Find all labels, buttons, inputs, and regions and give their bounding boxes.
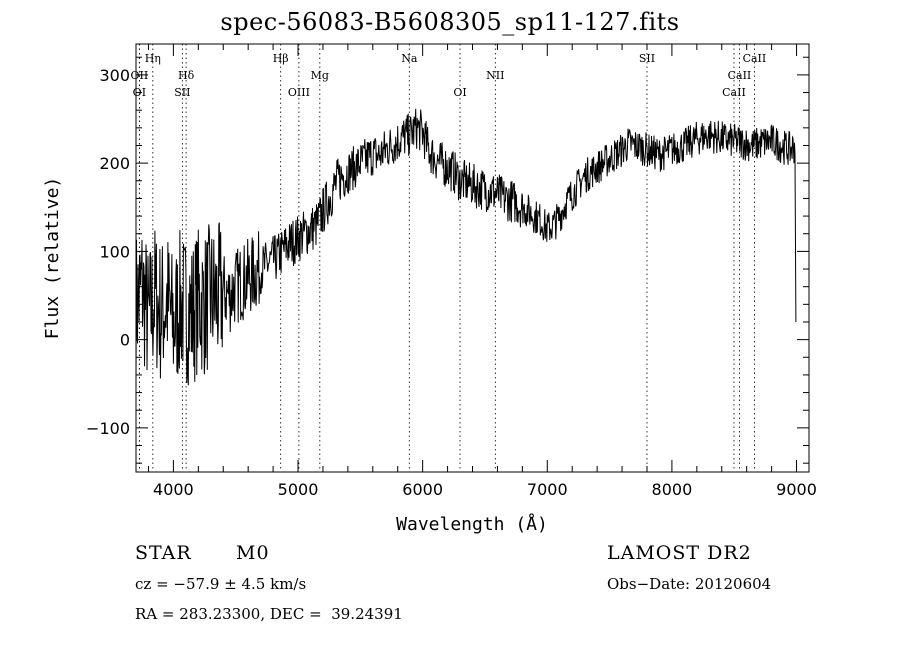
chart-title: spec-56083-B5608305_sp11-127.fits: [220, 8, 680, 36]
line-marker-label: OI: [453, 86, 466, 99]
line-marker-label: CaII: [743, 52, 767, 65]
line-marker-label: SII: [639, 52, 655, 65]
line-marker-label: Mg: [311, 69, 329, 82]
line-marker-label: SII: [174, 86, 190, 99]
x-tick-label: 8000: [652, 480, 693, 499]
survey-name: LAMOST DR2: [607, 542, 752, 564]
line-marker-label: NII: [486, 69, 504, 82]
y-tick-label: 0: [120, 331, 130, 350]
coordinates: RA = 283.23300, DEC = 39.24391: [135, 605, 403, 623]
y-tick-label: −100: [86, 419, 130, 438]
spectrum-line: [135, 108, 797, 386]
line-marker-label: CaII: [722, 86, 746, 99]
line-marker-label: Hβ: [273, 52, 289, 65]
line-marker-label: OIII: [288, 86, 310, 99]
line-marker-label: CaII: [728, 69, 752, 82]
x-tick-label: 9000: [776, 480, 817, 499]
redshift-cz: cz = −57.9 ± 4.5 km/s: [135, 575, 307, 593]
y-tick-label: 100: [99, 242, 130, 261]
spectrum-series: [135, 108, 797, 386]
x-tick-label: 6000: [402, 480, 443, 499]
line-marker-label: Hη: [145, 52, 161, 65]
observation-date: Obs−Date: 20120604: [607, 575, 772, 593]
object-class: STAR: [135, 542, 192, 564]
x-tick-label: 5000: [278, 480, 319, 499]
object-subclass: M0: [236, 542, 270, 564]
y-tick-label: 300: [99, 66, 130, 85]
y-axis-label: Flux (relative): [42, 177, 63, 340]
x-axis-label: Wavelength (Å): [396, 513, 548, 535]
y-tick-label: 200: [99, 154, 130, 173]
line-marker-label: Na: [401, 52, 418, 65]
x-tick-label: 4000: [153, 480, 194, 499]
line-marker-label: Hδ: [178, 69, 195, 82]
x-tick-label: 7000: [527, 480, 568, 499]
axes: 4000 5000 6000 7000 8000 9000 −100 0 100 200 300: [86, 44, 817, 499]
